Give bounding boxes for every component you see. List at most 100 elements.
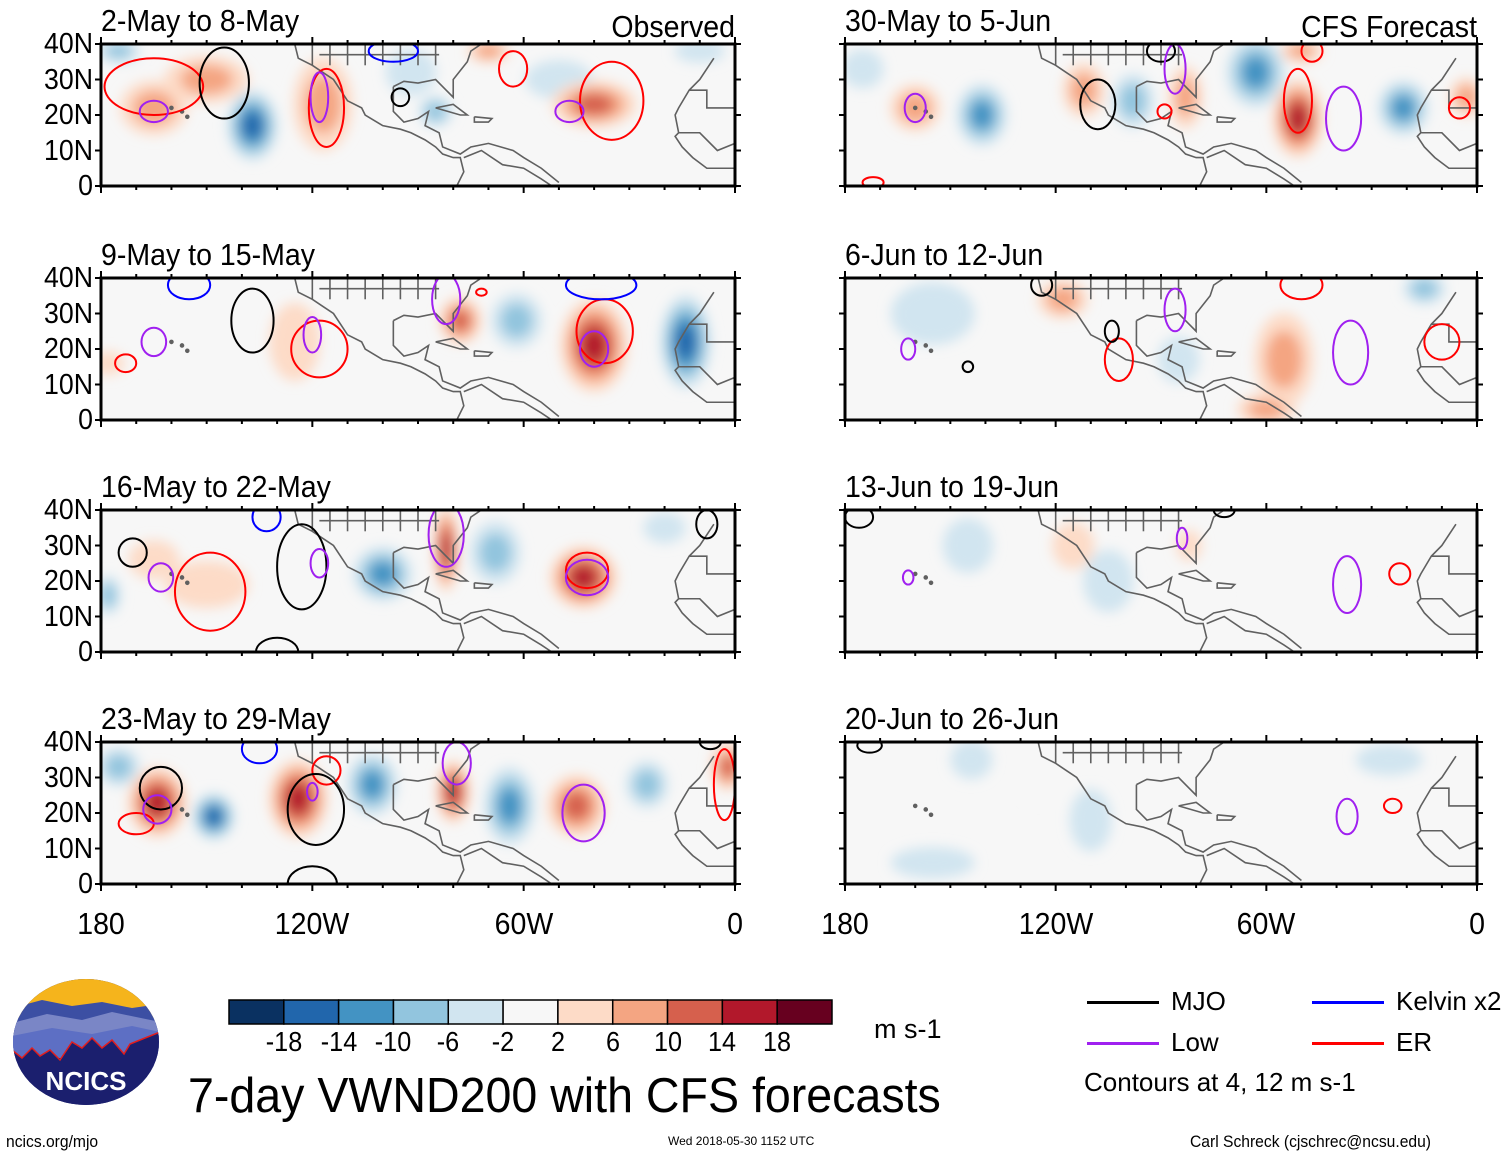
colorbar-label: 10 xyxy=(653,1026,682,1057)
anomaly-shading xyxy=(970,101,994,129)
contour-er xyxy=(307,67,346,148)
x-tick-label: 60W xyxy=(1237,906,1296,941)
x-tick-label: 0 xyxy=(1469,906,1485,941)
coastline xyxy=(1416,523,1477,636)
country-border xyxy=(1206,847,1295,884)
coastline xyxy=(435,801,470,814)
coastline xyxy=(392,510,482,566)
coastline xyxy=(674,57,735,170)
contour-er xyxy=(579,60,645,141)
y-tick-label: 10N xyxy=(44,600,93,633)
y-tick-label: 40N xyxy=(44,726,93,758)
contour-er xyxy=(498,50,529,88)
country-border xyxy=(1431,89,1477,109)
contour-mjo xyxy=(698,742,722,751)
country-border xyxy=(1420,131,1477,152)
contour-kel xyxy=(367,44,419,63)
contour-low xyxy=(1325,85,1363,152)
coastline xyxy=(1178,337,1213,350)
contour-kel xyxy=(240,742,279,765)
contour-low xyxy=(309,71,330,124)
country-border xyxy=(689,555,735,575)
contour-er xyxy=(861,176,885,186)
coastlines xyxy=(912,44,1477,186)
coastline xyxy=(293,510,465,652)
x-tick-label: 0 xyxy=(727,906,743,941)
panel-title: 6-Jun to 12-Jun xyxy=(845,237,1044,272)
country-border xyxy=(1206,149,1295,186)
contour-er xyxy=(290,319,349,379)
legend-label: Kelvin x2 xyxy=(1396,986,1502,1016)
coastlines xyxy=(169,742,735,884)
contour-low xyxy=(147,562,175,593)
y-tick-label: 0 xyxy=(78,404,93,436)
island xyxy=(184,812,190,818)
island xyxy=(179,575,185,580)
contour-er xyxy=(114,353,138,374)
colorbar-label: 2 xyxy=(550,1026,565,1057)
country-border xyxy=(1431,787,1477,807)
anomaly-shading xyxy=(133,91,175,125)
island xyxy=(928,348,934,354)
anomaly-shading xyxy=(479,533,512,572)
contour-low xyxy=(140,326,168,358)
island xyxy=(169,105,174,111)
coastline xyxy=(674,523,735,636)
coastline xyxy=(1178,569,1213,582)
contour-kel xyxy=(251,510,282,533)
logo-text: NCICS xyxy=(46,1066,127,1096)
colorbar-swatch xyxy=(776,999,833,1025)
contour-er xyxy=(311,755,342,786)
contour-er xyxy=(712,748,735,822)
footer-url[interactable]: ncics.org/mjo xyxy=(6,1132,99,1151)
y-tick-label: 20N xyxy=(44,333,93,365)
anomaly-shading xyxy=(1456,85,1477,110)
country-border xyxy=(1206,383,1295,420)
contour-er xyxy=(1300,44,1324,63)
contour-mjo xyxy=(286,772,346,846)
anomaly-shading xyxy=(180,65,233,94)
coastline xyxy=(1136,742,1225,798)
x-tick-label: 60W xyxy=(494,906,553,941)
anomaly-shading xyxy=(674,44,726,63)
contour-low xyxy=(900,337,917,361)
island xyxy=(923,575,929,580)
anomaly-shading xyxy=(1347,790,1382,822)
contour-mjo xyxy=(286,865,338,884)
anomaly-shading xyxy=(950,742,993,780)
country-border xyxy=(463,149,553,186)
anomaly-shading xyxy=(269,302,321,381)
contour-er xyxy=(1156,103,1173,120)
panel-background xyxy=(101,278,735,420)
anomaly-shading xyxy=(101,583,116,608)
island xyxy=(928,580,934,586)
contour-mjo xyxy=(695,510,719,540)
anomaly-shading xyxy=(498,788,521,824)
map-panel-p3 xyxy=(95,503,741,659)
y-tick-label: 20N xyxy=(44,565,93,597)
anomaly-shading xyxy=(164,561,249,608)
country-border xyxy=(463,847,553,884)
x-tick-label: 180 xyxy=(821,906,869,941)
x-tick-label: 120W xyxy=(1018,906,1093,941)
colorbar-units: m s-1 xyxy=(874,1014,942,1044)
colorbar-label: -6 xyxy=(437,1026,460,1057)
contour-mjo xyxy=(254,636,300,652)
legend-line-mjo xyxy=(1087,1001,1159,1004)
coastlines xyxy=(169,278,735,420)
map-panel-p1 xyxy=(95,37,741,193)
legend-note: Contours at 4, 12 m s-1 xyxy=(1084,1067,1356,1097)
contour-er xyxy=(103,57,205,116)
colorbar-label: 14 xyxy=(708,1026,737,1057)
coastline xyxy=(473,115,494,123)
y-tick-label: 30N xyxy=(44,761,93,794)
contour-low xyxy=(309,548,330,579)
anomaly-shading xyxy=(1250,575,1318,623)
contour-er xyxy=(1282,67,1313,134)
contour-low xyxy=(1332,319,1370,386)
contour-low xyxy=(441,742,472,786)
anomaly-shading xyxy=(369,561,396,587)
anomaly-shading xyxy=(105,754,132,779)
map-panel-p8 xyxy=(839,735,1483,891)
contour-mjo xyxy=(1079,78,1117,131)
